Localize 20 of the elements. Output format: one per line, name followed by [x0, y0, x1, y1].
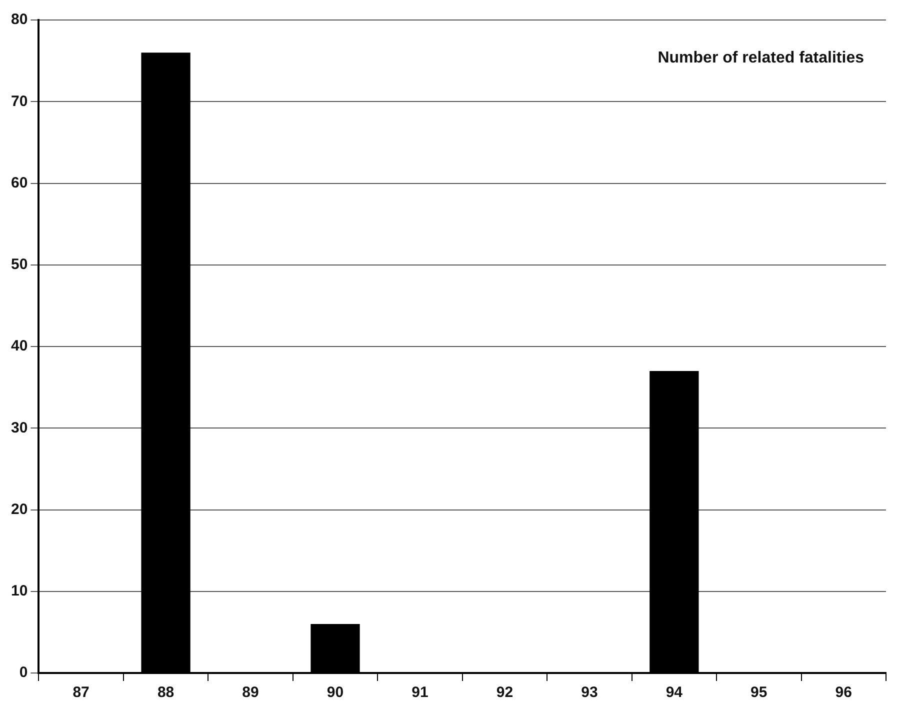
y-tick-label: 80 [10, 11, 28, 28]
y-tick-label: 50 [10, 256, 28, 274]
x-tick-label: 94 [666, 684, 684, 702]
x-tick-label: 93 [581, 684, 598, 702]
y-tick-label: 40 [10, 338, 28, 355]
y-tick-label: 20 [10, 500, 28, 518]
x-tick-label: 92 [496, 684, 514, 702]
y-tick-label: 60 [10, 174, 28, 192]
x-tick-label: 87 [72, 684, 90, 702]
x-tick-label: 89 [242, 684, 259, 702]
x-tick-label: 95 [750, 684, 768, 702]
x-tick-label: 91 [412, 684, 428, 702]
y-tick-label: 30 [10, 419, 28, 436]
y-tick-label: 10 [10, 582, 28, 600]
annotation: Number of related fatalities [658, 49, 864, 66]
x-tick-label: 90 [326, 684, 344, 702]
x-tick-label: 88 [157, 684, 174, 702]
y-tick-label: 70 [10, 92, 28, 110]
y-tick-label: 0 [19, 664, 28, 682]
x-tick-label: 96 [835, 684, 852, 702]
